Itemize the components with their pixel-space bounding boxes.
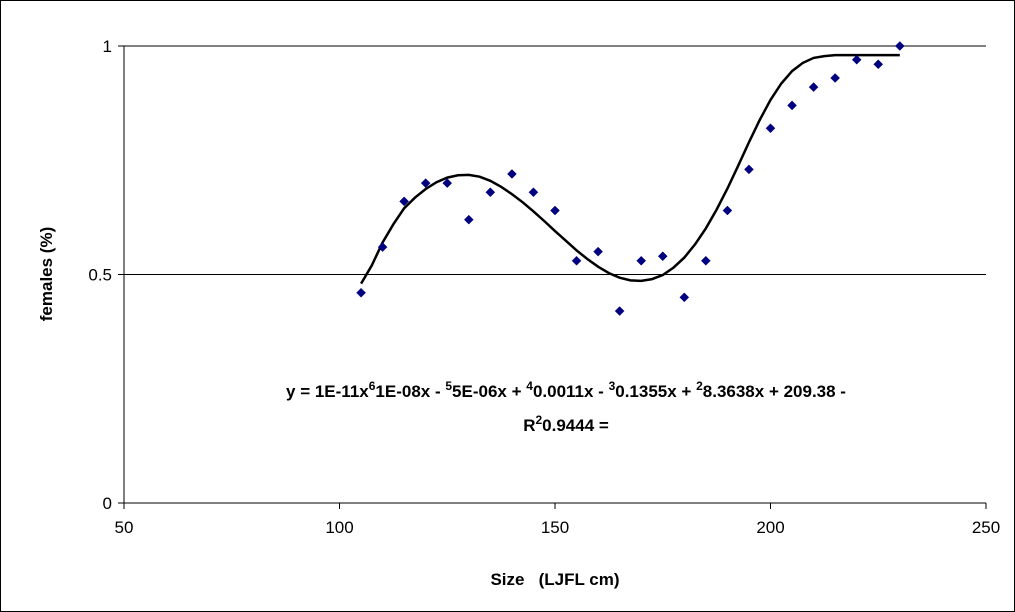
data-point xyxy=(399,196,410,207)
x-tick-label: 50 xyxy=(115,518,134,537)
equation-part: R xyxy=(523,416,535,435)
data-point xyxy=(485,187,496,198)
equation-part: 0.0011x - xyxy=(533,382,609,401)
equation-part: 8.3638x + 209.38 - xyxy=(703,382,846,401)
data-point xyxy=(593,246,603,257)
data-point xyxy=(571,255,582,266)
data-point xyxy=(657,251,668,262)
data-point xyxy=(700,255,711,266)
data-point xyxy=(377,242,388,252)
data-point xyxy=(873,59,884,70)
x-ticks: 50 100 150 200 250 xyxy=(115,503,1000,537)
y-axis-title: females (%) xyxy=(37,227,56,321)
y-tick-label: 0 xyxy=(103,494,112,513)
data-point xyxy=(507,169,517,179)
data-point xyxy=(614,306,625,316)
x-tick-label: 200 xyxy=(756,518,784,537)
equation-part: 3 xyxy=(609,379,616,393)
data-point xyxy=(550,205,560,216)
trendline-equation-line-2: R20.9444 = xyxy=(523,413,609,435)
data-point xyxy=(830,73,841,83)
x-tick-label: 100 xyxy=(325,518,353,537)
equation-part: 2 xyxy=(535,413,542,427)
equation-part: 0.1355x + xyxy=(615,382,696,401)
equation-part: 4 xyxy=(526,379,533,393)
data-point xyxy=(851,54,862,65)
y-ticks: 00.51 xyxy=(88,37,124,513)
equation-part: 1E-08x - xyxy=(375,382,445,401)
trendline-equation-line-1: y = 1E-11x61E-08x - 55E-06x + 40.0011x -… xyxy=(286,379,846,401)
data-point xyxy=(442,178,453,188)
polynomial-trendline xyxy=(360,53,900,285)
x-tick-label: 250 xyxy=(972,518,1000,537)
x-axis-title: Size (LJFL cm) xyxy=(490,570,619,589)
equation-part: 5E-06x + xyxy=(452,382,526,401)
equation-part: 5 xyxy=(445,379,452,393)
y-tick-label: 1 xyxy=(103,37,112,56)
x-tick-label: 150 xyxy=(541,518,569,537)
y-tick-label: 0.5 xyxy=(88,266,112,285)
data-point xyxy=(636,255,647,266)
equation-part: 2 xyxy=(696,379,703,393)
data-point xyxy=(528,187,539,198)
gridlines xyxy=(124,45,986,275)
equation-part: 6 xyxy=(369,379,376,393)
data-point xyxy=(894,41,905,51)
data-point xyxy=(765,123,776,134)
data-point xyxy=(679,292,690,303)
data-point xyxy=(463,214,474,225)
data-point xyxy=(744,164,754,175)
data-point xyxy=(808,82,819,92)
equation-part: 0.9444 = xyxy=(542,416,609,435)
data-point xyxy=(420,178,431,188)
data-point xyxy=(722,205,733,216)
data-point xyxy=(356,287,366,298)
equation-part: y = 1E-11x xyxy=(286,382,369,401)
data-points xyxy=(356,41,905,316)
data-point xyxy=(787,100,797,111)
